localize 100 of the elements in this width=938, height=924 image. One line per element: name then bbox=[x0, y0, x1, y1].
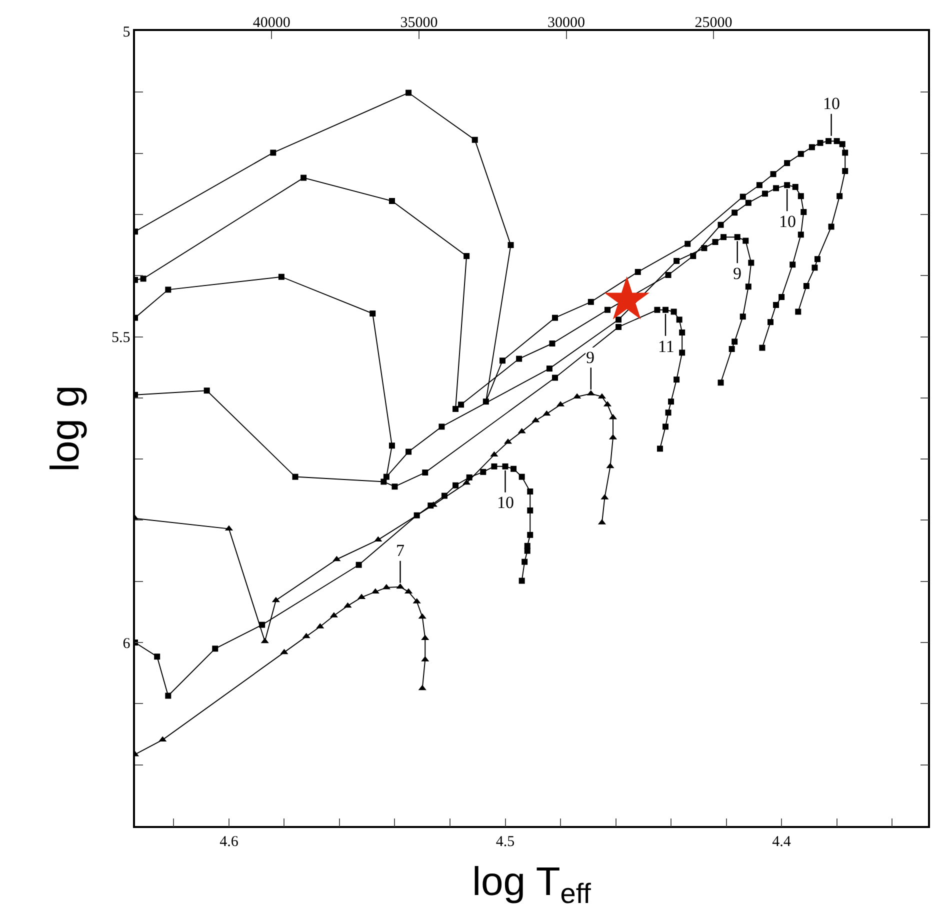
point bbox=[546, 366, 552, 372]
point bbox=[527, 532, 534, 538]
annotation: 11 bbox=[658, 337, 674, 356]
point bbox=[842, 168, 848, 174]
point bbox=[344, 602, 352, 608]
x2-tick-label: 25000 bbox=[694, 15, 732, 31]
point bbox=[812, 264, 818, 271]
point bbox=[745, 284, 752, 290]
point bbox=[718, 380, 724, 386]
point bbox=[204, 388, 210, 394]
point bbox=[212, 646, 218, 652]
x2-tick-label: 40000 bbox=[252, 15, 290, 31]
point bbox=[428, 502, 434, 509]
point bbox=[380, 478, 387, 485]
point bbox=[441, 492, 448, 499]
point bbox=[466, 474, 472, 480]
point bbox=[616, 316, 622, 323]
point bbox=[740, 314, 746, 320]
point bbox=[292, 474, 298, 480]
point bbox=[654, 306, 660, 313]
point bbox=[674, 376, 680, 383]
point bbox=[834, 138, 840, 144]
point bbox=[388, 198, 395, 204]
point bbox=[718, 222, 724, 228]
point bbox=[701, 245, 708, 252]
point bbox=[778, 294, 785, 300]
point bbox=[792, 184, 798, 190]
point bbox=[634, 268, 641, 275]
y-tick-label: 5 bbox=[122, 24, 130, 40]
point bbox=[728, 346, 735, 352]
point bbox=[406, 448, 412, 455]
point bbox=[472, 136, 478, 143]
point bbox=[508, 242, 514, 248]
point bbox=[154, 654, 160, 660]
point bbox=[527, 507, 534, 514]
point bbox=[418, 613, 426, 619]
annotation: 9 bbox=[586, 348, 594, 367]
point bbox=[158, 736, 167, 742]
point bbox=[720, 234, 727, 240]
point bbox=[712, 238, 718, 245]
point bbox=[770, 171, 776, 178]
point bbox=[542, 410, 551, 416]
point bbox=[656, 446, 663, 452]
point bbox=[259, 622, 266, 628]
point bbox=[165, 286, 172, 293]
point bbox=[371, 588, 380, 594]
point bbox=[406, 90, 412, 96]
point bbox=[784, 160, 790, 166]
point bbox=[616, 324, 622, 330]
point bbox=[464, 253, 470, 260]
point bbox=[662, 424, 669, 430]
annotation: 10 bbox=[779, 212, 796, 231]
point bbox=[800, 209, 807, 216]
point bbox=[224, 525, 233, 531]
point bbox=[732, 338, 738, 345]
point bbox=[604, 306, 610, 313]
annotation: 9 bbox=[733, 264, 742, 283]
point bbox=[732, 210, 738, 216]
point bbox=[826, 138, 832, 144]
point bbox=[502, 463, 508, 470]
point bbox=[462, 479, 471, 485]
point bbox=[404, 588, 413, 594]
point bbox=[370, 310, 376, 317]
point bbox=[300, 174, 307, 181]
point bbox=[552, 314, 558, 321]
point bbox=[798, 193, 804, 200]
point bbox=[665, 272, 672, 278]
annotation: 7 bbox=[396, 541, 405, 560]
point bbox=[452, 406, 459, 412]
point bbox=[356, 562, 362, 568]
point bbox=[302, 632, 310, 638]
point bbox=[278, 274, 284, 280]
point bbox=[588, 298, 594, 305]
y-axis-title: log g bbox=[44, 385, 88, 472]
point bbox=[790, 262, 796, 268]
point bbox=[480, 468, 486, 475]
point bbox=[438, 424, 445, 430]
point bbox=[260, 638, 269, 644]
point bbox=[665, 410, 672, 416]
point bbox=[527, 488, 534, 494]
x2-tick-label: 30000 bbox=[548, 15, 586, 31]
point bbox=[836, 193, 843, 200]
point bbox=[748, 260, 754, 266]
x-tick-label: 4.5 bbox=[496, 834, 515, 850]
point bbox=[499, 358, 506, 364]
point bbox=[670, 308, 677, 315]
annotation: 10 bbox=[823, 94, 840, 113]
point bbox=[606, 462, 614, 468]
point bbox=[690, 253, 696, 260]
point bbox=[784, 182, 790, 188]
point bbox=[270, 150, 276, 156]
point bbox=[803, 283, 810, 290]
point bbox=[516, 356, 522, 362]
point bbox=[510, 466, 517, 472]
point bbox=[742, 238, 749, 244]
point bbox=[140, 276, 146, 282]
y-tick-label: 5.5 bbox=[112, 330, 130, 346]
point bbox=[452, 482, 459, 488]
point bbox=[524, 548, 530, 554]
point bbox=[165, 692, 172, 699]
